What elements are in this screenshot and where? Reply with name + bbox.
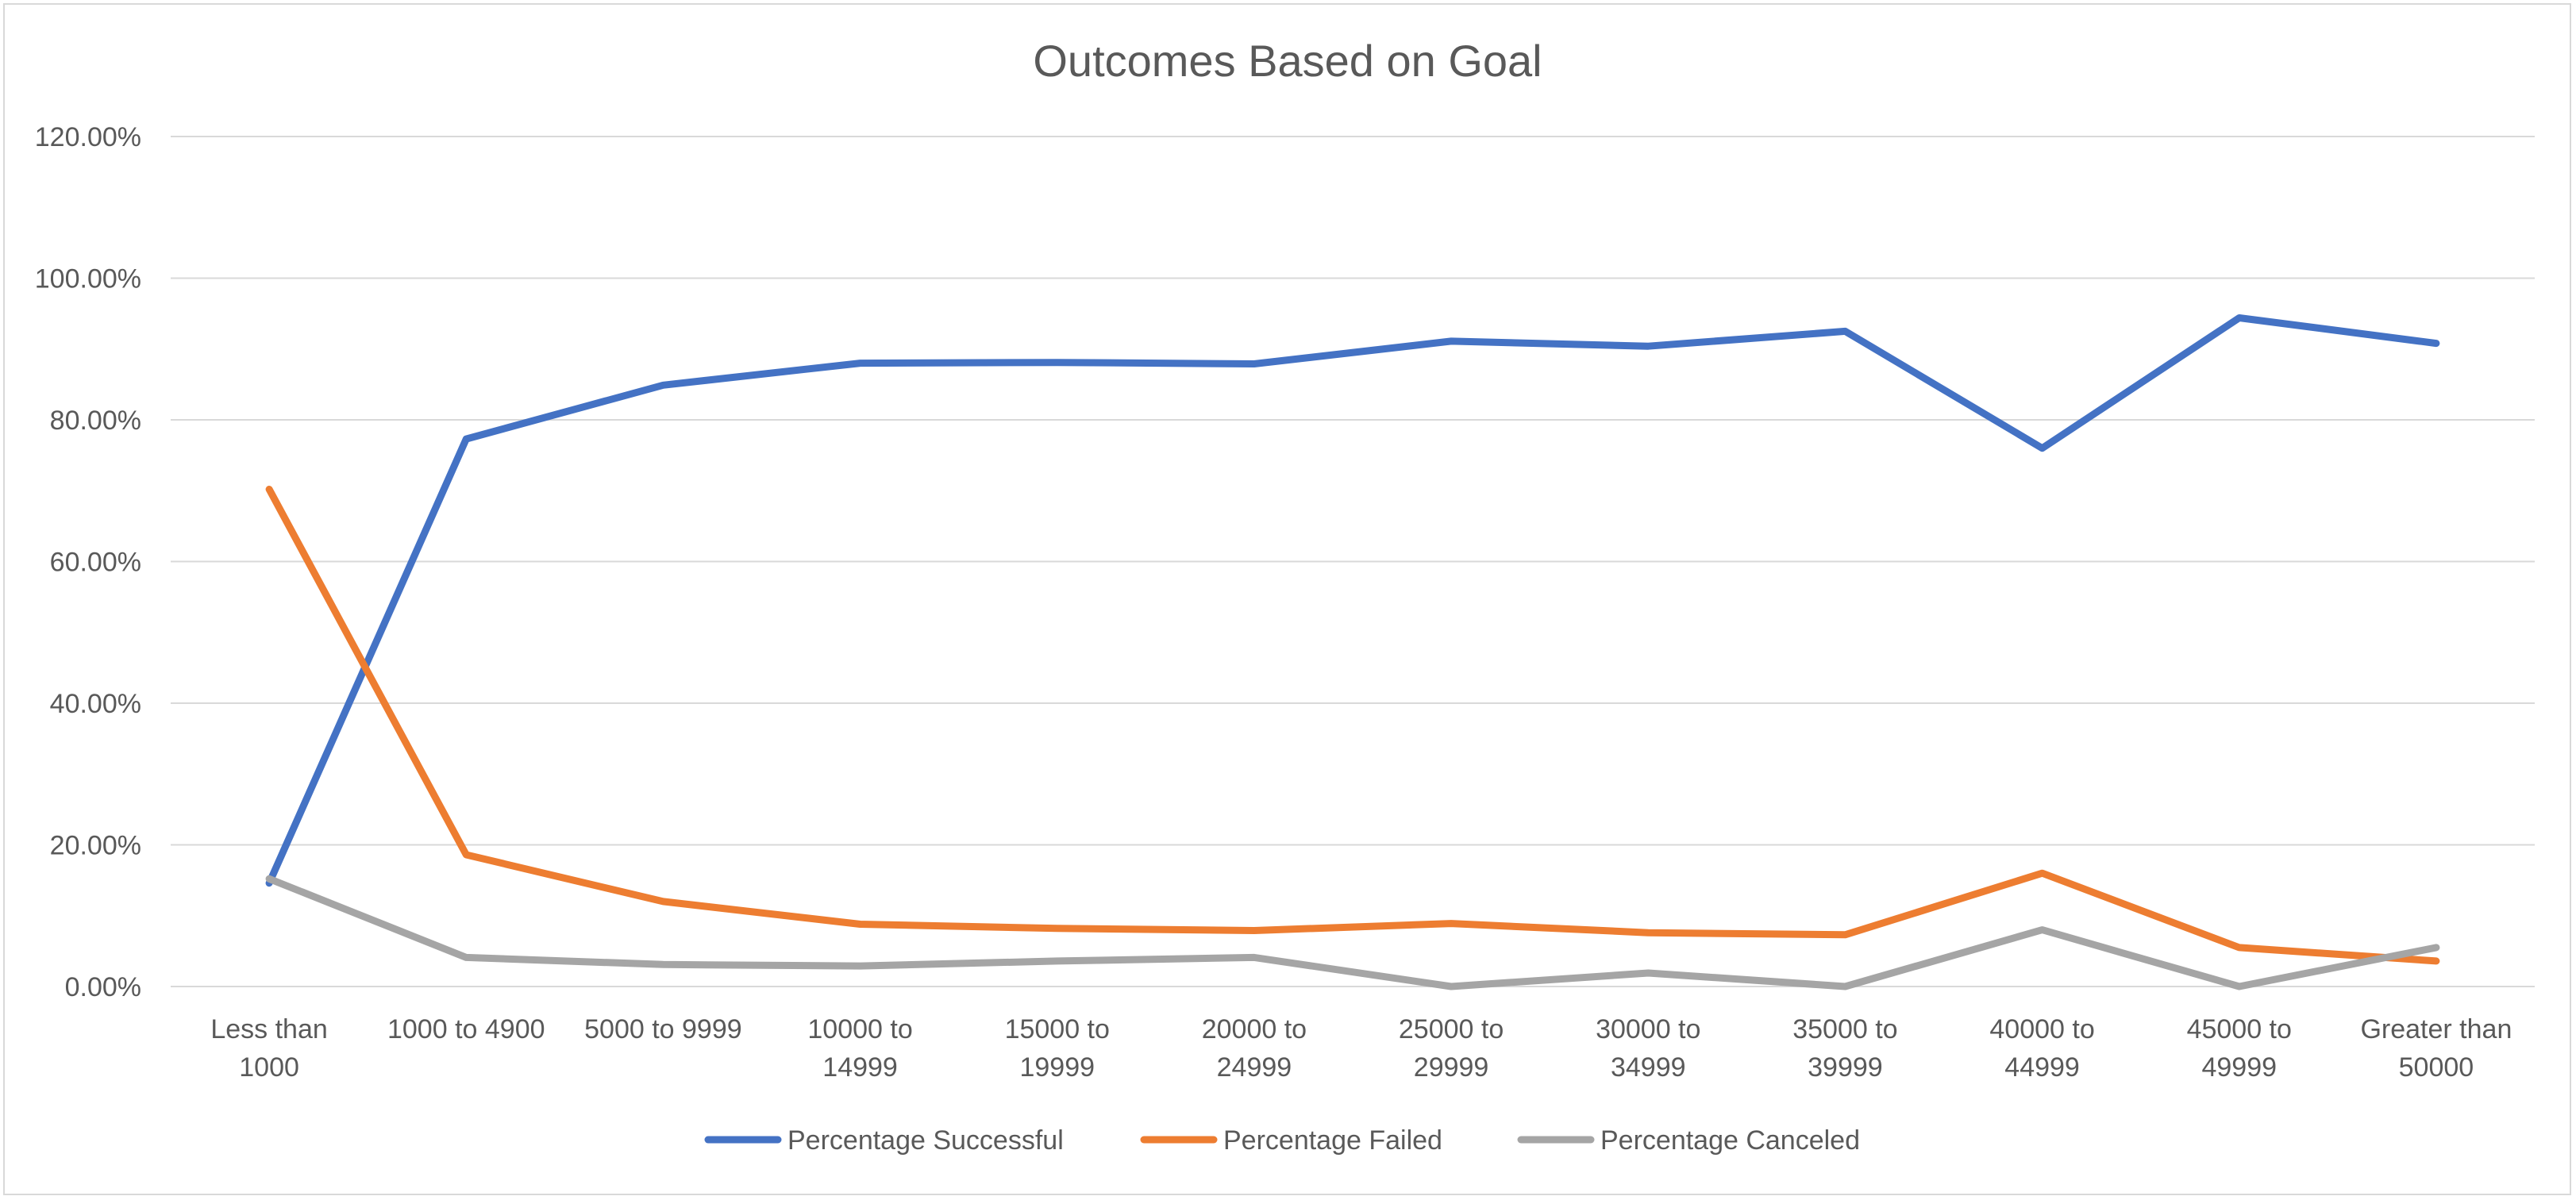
series-lines (265, 314, 2440, 990)
x-tick-label: 45000 to 49999 (2187, 1014, 2292, 1083)
x-tick-label: Less than 1000 (210, 1014, 327, 1083)
y-tick-label: 40.00% (50, 689, 141, 719)
x-tick-label: Greater than 50000 (2360, 1014, 2512, 1083)
x-tick-label: 40000 to 44999 (1989, 1014, 2094, 1083)
x-tick-label: 25000 to 29999 (1399, 1014, 1504, 1083)
series-line-3 (265, 875, 2440, 990)
x-axis: Less than 1000 1000 to 4900 5000 to 9999 100… (210, 1014, 2512, 1083)
x-tick-label: 35000 to 39999 (1792, 1014, 1897, 1083)
y-tick-label: 0.00% (65, 972, 141, 1002)
y-axis: 0.00% 20.00% 40.00% 60.00% 80.00% 100.00% 120.… (35, 122, 141, 1002)
legend-label: Percentage Canceled (1600, 1125, 1860, 1156)
y-tick-label: 60.00% (50, 548, 141, 578)
y-tick-label: 80.00% (50, 406, 141, 436)
legend-label: Percentage Successful (787, 1125, 1064, 1156)
legend: Percentage Successful Percentage Failed Pe… (704, 1125, 1860, 1156)
legend-label: Percentage Failed (1223, 1125, 1442, 1156)
x-tick-label: 15000 to 19999 (1005, 1014, 1110, 1083)
x-tick-label: 20000 to 24999 (1202, 1014, 1307, 1083)
x-tick-label: 30000 to 34999 (1596, 1014, 1700, 1083)
y-tick-label: 20.00% (50, 831, 141, 861)
chart-frame (3, 3, 2571, 1195)
x-tick-label: 1000 to 4900 (387, 1014, 545, 1044)
gridlines (171, 136, 2535, 987)
x-tick-label: 10000 to 14999 (807, 1014, 912, 1083)
series-line-1 (265, 314, 2440, 887)
y-tick-label: 100.00% (35, 264, 141, 294)
series-line-2 (265, 486, 2440, 965)
x-tick-label: 5000 to 9999 (584, 1014, 742, 1044)
y-tick-label: 120.00% (35, 122, 141, 152)
chart-title: Outcomes Based on Goal (1033, 36, 1542, 86)
